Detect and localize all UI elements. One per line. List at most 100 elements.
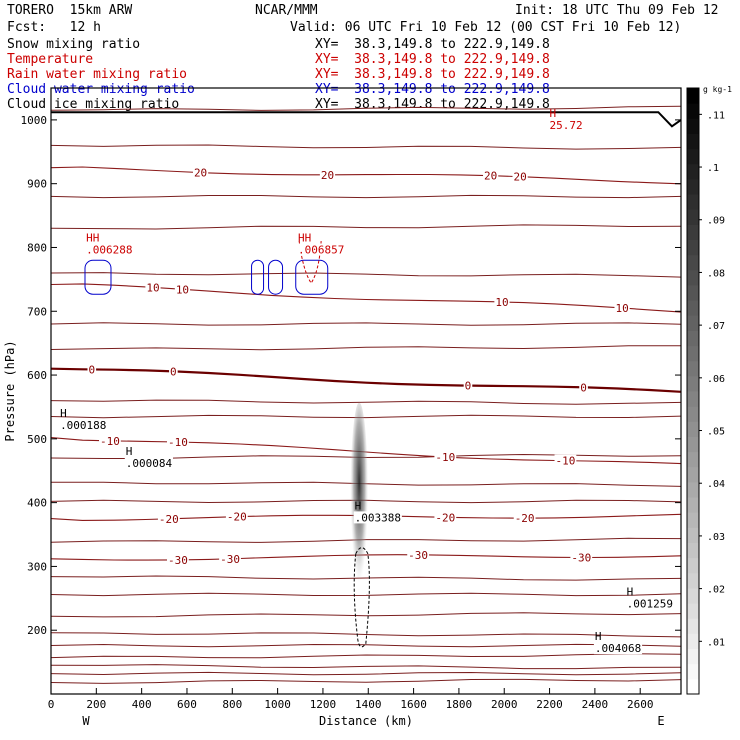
colorbar-cell [687, 451, 699, 468]
colorbar-cell [687, 633, 699, 650]
colorbar-tick-label: .06 [707, 374, 725, 385]
isotherm-label: -10 [168, 436, 188, 449]
extremum-value: .000188 [60, 419, 106, 432]
colorbar-tick-label: .01 [707, 637, 725, 648]
label-mask [167, 435, 189, 448]
colorbar-cell [687, 421, 699, 437]
colorbar-cell [687, 527, 699, 543]
extremum-marker: HH [298, 231, 311, 244]
plot-frame [50, 87, 682, 695]
cloud-water-contour [268, 259, 284, 295]
cloud-water-contour [84, 259, 112, 295]
field-name-cloud-water: Cloud water mixing ratio [7, 82, 195, 97]
label-mask [169, 365, 178, 378]
x-tick-label: 2600 [627, 698, 654, 711]
isobar-line [50, 643, 682, 648]
isotherm-label: -20 [227, 511, 247, 524]
y-tick-label: 800 [27, 241, 47, 254]
colorbar-cell [687, 603, 699, 619]
x-tick-label: 1000 [264, 698, 291, 711]
label-mask [483, 169, 499, 182]
colorbar-cell [687, 330, 699, 347]
forecast-hour: Fcst: 12 h [7, 20, 101, 35]
colorbar-cell [687, 360, 699, 377]
x-tick-label: 2000 [491, 698, 518, 711]
colorbar-cell [687, 587, 699, 604]
isotherm-label: 20 [194, 167, 207, 180]
label-mask [87, 363, 97, 376]
label-mask [579, 381, 588, 394]
isobar-line [50, 105, 682, 111]
isotherm-label: -20 [159, 513, 179, 526]
label-mask [192, 166, 209, 179]
isobar-line [50, 194, 682, 199]
colorbar-cell [687, 163, 699, 180]
cloud-water-contour [295, 259, 329, 295]
background-isobars [50, 105, 682, 684]
isobar-line [50, 414, 682, 419]
colorbar-unit: g kg-1 [703, 85, 732, 94]
label-mask [512, 170, 528, 183]
valid-time: Valid: 06 UTC Fri 10 Feb 12 (00 CST Fri … [290, 20, 682, 35]
colorbar-cell [687, 542, 699, 559]
x-tick-label: 200 [86, 698, 106, 711]
isobar-line [50, 224, 682, 230]
field-xy-cloud-water: XY= 38.3,149.8 to 222.9,149.8 [315, 82, 550, 97]
x-end-label-east: E [657, 714, 664, 728]
y-tick-label: 700 [27, 305, 47, 318]
cloud-ice-plume [350, 402, 369, 603]
colorbar-tick-label: .04 [707, 479, 725, 490]
isobar-line [50, 322, 682, 326]
extremum-value: .003388 [355, 511, 401, 524]
x-tick-label: 1600 [400, 698, 427, 711]
isotherm-label: 20 [484, 170, 497, 183]
y-tick-label: 500 [27, 433, 47, 446]
isotherm-label: -30 [220, 553, 240, 566]
isotherm-0 [50, 367, 682, 393]
label-mask [174, 283, 191, 296]
colorbar-cell [687, 391, 699, 407]
colorbar-cell [687, 436, 699, 453]
label-mask [548, 119, 584, 132]
isotherm-label: 10 [615, 302, 628, 315]
isotherm-20-line [50, 166, 682, 185]
field-name-rain: Rain water mixing ratio [7, 67, 188, 82]
snow-contour [353, 547, 370, 648]
terrain-line [51, 111, 682, 128]
x-tick-label: 1400 [355, 698, 382, 711]
isobar-line [50, 272, 682, 278]
colorbar-frame [686, 87, 700, 695]
isobar-line [50, 575, 682, 581]
colorbar-tick-label: .05 [707, 427, 725, 438]
y-tick-label: 200 [27, 624, 47, 637]
colorbar-cell [687, 254, 699, 271]
label-mask [614, 301, 630, 314]
colorbar-cell [687, 663, 699, 680]
label-mask [124, 457, 173, 470]
isotherm-label: 0 [88, 363, 95, 376]
isotherm-20 [50, 166, 682, 185]
colorbar-cell [687, 88, 699, 104]
x-tick-label: 0 [48, 698, 55, 711]
label-mask [353, 511, 402, 524]
label-mask [59, 418, 108, 431]
isotherm-label: 0 [170, 365, 177, 378]
x-tick-label: 2200 [536, 698, 563, 711]
colorbar-cell [687, 118, 699, 134]
colorbar-cell [687, 148, 699, 165]
isotherm-label: 20 [321, 169, 334, 182]
extremum-marker: HH [86, 231, 99, 244]
isotherm-label: 10 [146, 281, 159, 294]
isobar-line [50, 345, 682, 351]
isotherm-label: 0 [580, 381, 587, 394]
label-mask [319, 168, 336, 181]
isobar-line [50, 664, 682, 670]
colorbar-tick-label: .07 [707, 321, 725, 332]
isobar-line [50, 678, 682, 684]
label-mask [85, 243, 134, 256]
organization-label: NCAR/MMM [255, 3, 318, 18]
x-tick-label: 800 [222, 698, 242, 711]
colorbar-tick-label: .11 [707, 110, 725, 121]
colorbar-cell [687, 209, 699, 225]
